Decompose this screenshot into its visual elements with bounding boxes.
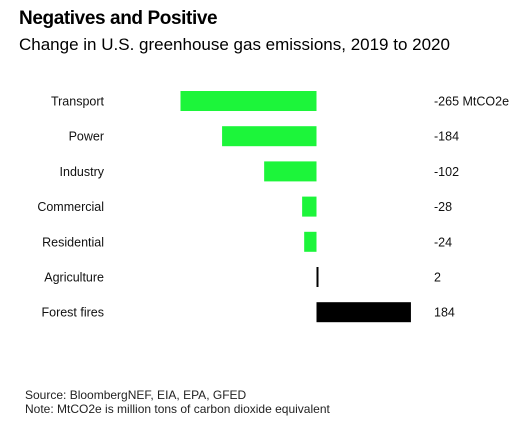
value-label: -102 xyxy=(434,165,459,179)
value-label: -28 xyxy=(434,200,452,214)
category-label: Transport xyxy=(51,95,105,109)
category-label: Industry xyxy=(60,165,105,179)
chart-title: Negatives and Positive xyxy=(19,8,218,29)
bar-power xyxy=(222,126,317,147)
bar-agriculture xyxy=(316,267,319,287)
category-label: Agriculture xyxy=(44,271,104,285)
bar-forest-fires xyxy=(316,302,411,323)
chart-footer: Source: BloombergNEF, EIA, EPA, GFED Not… xyxy=(25,388,330,416)
value-label: -265 MtCO2e xyxy=(434,95,509,109)
bar-transport xyxy=(180,91,317,111)
bar-residential xyxy=(304,231,317,252)
value-label: -184 xyxy=(434,130,459,144)
category-label: Power xyxy=(69,130,104,144)
source-note: Source: BloombergNEF, EIA, EPA, GFED xyxy=(25,388,247,402)
category-label: Residential xyxy=(42,235,104,249)
bar-industry xyxy=(264,161,317,182)
value-label: 184 xyxy=(434,306,455,320)
units-note: Note: MtCO2e is million tons of carbon d… xyxy=(25,402,330,416)
bar-chart: Transport -265 MtCO2e Power -184 Industry -10… xyxy=(37,91,509,323)
category-label: Forest fires xyxy=(41,306,104,320)
value-label: -24 xyxy=(434,235,452,249)
value-label: 2 xyxy=(434,271,441,285)
bar-commercial xyxy=(302,196,317,217)
chart-subtitle: Change in U.S. greenhouse gas emissions,… xyxy=(19,35,450,54)
category-label: Commercial xyxy=(37,200,104,214)
